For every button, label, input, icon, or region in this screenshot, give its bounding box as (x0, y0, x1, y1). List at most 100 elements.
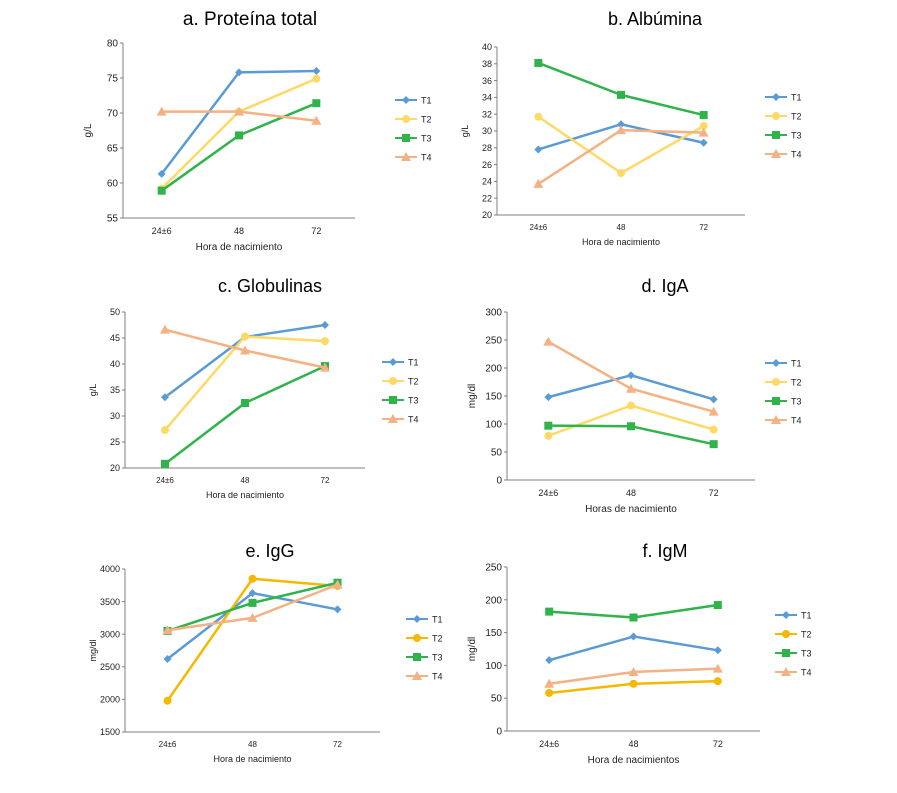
chart-panel-globulins: c. Globulinas 20 25 30 35 40 45 50 24±6 48 72 Hora… (80, 270, 460, 510)
series-t3 (544, 421, 718, 449)
y-tick-label: 32 (482, 109, 492, 119)
y-tick-label: 100 (485, 661, 502, 672)
legend-swatch-marker (389, 377, 397, 385)
legend-item-t4: T4 (775, 667, 812, 678)
data-point (699, 121, 708, 130)
series-t1 (545, 632, 722, 665)
legend-swatch-marker (413, 653, 421, 661)
data-point (163, 696, 172, 705)
y-tick-label: 300 (485, 308, 502, 319)
data-point (533, 178, 544, 188)
data-point (617, 90, 625, 99)
x-tick-label: 24±6 (529, 223, 547, 232)
legend-swatch-marker (412, 671, 422, 680)
series-line (547, 404, 715, 437)
legend-label: T1 (432, 615, 443, 625)
x-axis-title: Hora de nacimientos (588, 755, 680, 766)
data-point (544, 393, 553, 402)
data-point (545, 607, 554, 616)
legend-item-t2: T2 (765, 112, 802, 122)
data-point (627, 401, 635, 410)
y-tick-label: 24 (482, 177, 492, 187)
series-t2 (544, 401, 718, 440)
y-tick-label: 28 (482, 143, 492, 153)
chart-svg: 20 25 30 35 40 45 50 24±6 48 72 Hora de nacimiento… (88, 307, 419, 500)
y-axis-title: g/L (88, 384, 98, 397)
legend-item-t2: T2 (395, 115, 432, 125)
data-point (708, 406, 719, 416)
legend-label: T4 (408, 415, 419, 425)
legend-swatch-marker (782, 649, 790, 657)
y-tick-label: 0 (496, 727, 502, 738)
x-axis-title: Horas de nacimiento (585, 504, 677, 515)
legend-swatch-marker (772, 397, 780, 405)
chart-title: f. IgM (642, 541, 688, 561)
x-axis-title: Hora de nacimiento (582, 237, 660, 247)
data-point (712, 663, 723, 673)
data-point (241, 332, 249, 341)
data-point (235, 131, 243, 140)
data-point (544, 431, 553, 440)
data-point (629, 679, 638, 688)
data-point (534, 58, 543, 67)
legend-item-t2: T2 (406, 634, 443, 644)
data-point (162, 625, 173, 635)
x-tick-label: 72 (321, 476, 330, 485)
legend-swatch-marker (413, 634, 421, 642)
y-tick-label: 50 (491, 448, 503, 459)
y-axis-title: mg/dl (467, 384, 478, 408)
y-tick-label: 3000 (100, 629, 120, 639)
y-tick-label: 38 (482, 59, 492, 69)
y-tick-label: 1500 (100, 727, 120, 737)
legend-label: T2 (421, 115, 432, 125)
legend-label: T2 (432, 634, 443, 644)
legend-item-t3: T3 (406, 653, 443, 663)
legend-label: T4 (801, 668, 812, 678)
y-axis-title: g/L (83, 123, 94, 137)
data-point (616, 125, 626, 135)
series-t1 (157, 67, 321, 178)
series-t4 (156, 106, 322, 125)
legend-item-t3: T3 (395, 134, 432, 144)
y-tick-label: 0 (496, 476, 502, 487)
y-tick-label: 40 (482, 42, 492, 52)
series-line (160, 69, 317, 175)
series-t3 (534, 58, 708, 120)
data-point (157, 169, 166, 178)
chart-svg: 0 50 100 150 200 250 24±6 48 72 Hora de nacimient… (467, 563, 812, 767)
series-t2 (161, 332, 329, 435)
y-tick-label: 150 (485, 392, 502, 403)
legend-label: T3 (801, 649, 812, 659)
legend-swatch-marker (401, 152, 411, 161)
data-point (628, 666, 639, 676)
legend-label: T4 (791, 150, 802, 160)
data-point (157, 186, 166, 195)
y-tick-label: 50 (491, 694, 503, 705)
legend-swatch-marker (772, 359, 780, 367)
data-point (544, 421, 553, 430)
x-tick-label: 24±6 (156, 476, 174, 485)
data-point (161, 459, 169, 468)
y-tick-label: 20 (482, 210, 492, 220)
data-point (332, 579, 343, 589)
x-tick-label: 48 (241, 476, 250, 485)
y-tick-label: 25 (110, 437, 120, 447)
data-point (311, 115, 322, 125)
data-point (156, 106, 167, 116)
chart-panel-igg: e. IgG 1500 2000 2500 3000 3500 4000 24±6 48 72 H… (80, 535, 460, 780)
x-tick-label: 24±6 (539, 739, 559, 749)
legend-swatch-marker (782, 611, 790, 619)
data-point (545, 656, 554, 665)
legend-label: T2 (791, 112, 802, 122)
legend-label: T3 (791, 397, 802, 407)
chart-title: b. Albúmina (607, 9, 703, 29)
data-point (617, 169, 625, 177)
x-tick-label: 48 (617, 223, 626, 232)
y-tick-label: 36 (482, 76, 492, 86)
legend-label: T2 (801, 630, 812, 640)
y-tick-label: 45 (110, 333, 120, 343)
legend-swatch-marker (402, 134, 410, 142)
legend-swatch-marker (772, 93, 780, 101)
legend-item-t3: T3 (382, 396, 419, 406)
y-tick-label: 30 (482, 126, 492, 136)
